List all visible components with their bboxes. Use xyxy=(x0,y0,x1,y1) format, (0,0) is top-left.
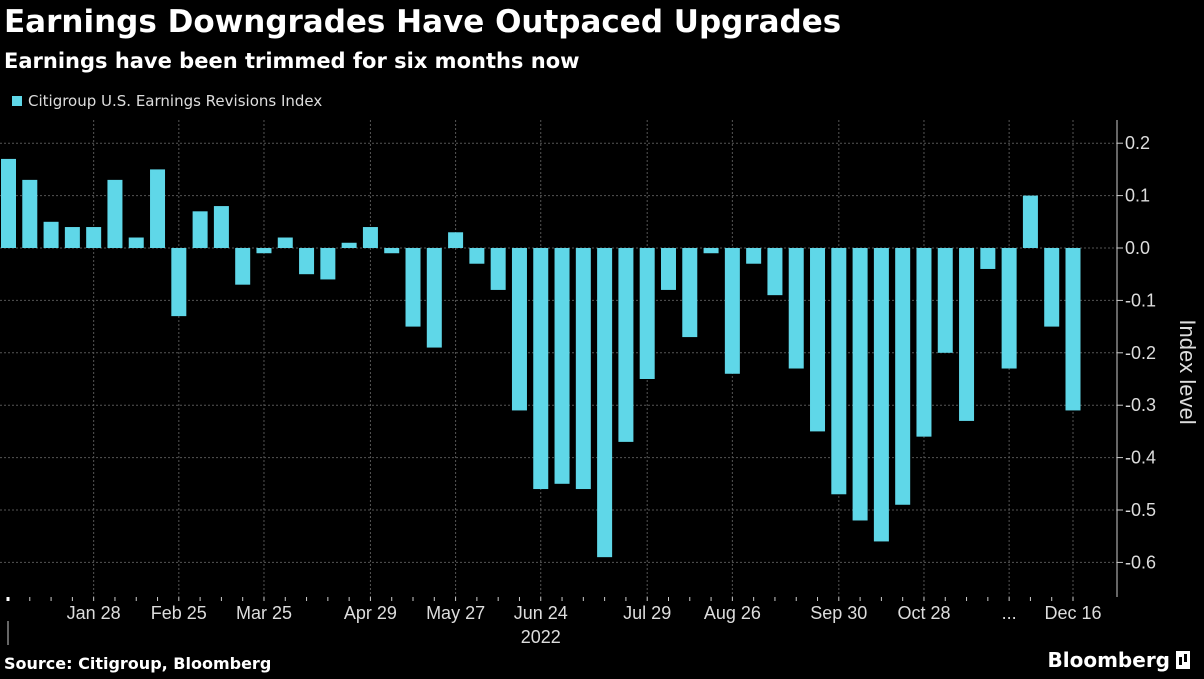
bar xyxy=(43,221,59,248)
bar xyxy=(213,206,229,248)
x-tick-label: Sep 30 xyxy=(810,603,867,623)
x-tick-label: May 27 xyxy=(426,603,485,623)
bar xyxy=(171,248,187,317)
year-label: 2022 xyxy=(521,627,561,647)
bar xyxy=(639,248,655,379)
bar xyxy=(980,248,996,269)
bar xyxy=(724,248,740,374)
bloomberg-terminal-icon xyxy=(1176,651,1190,669)
chart-title: Earnings Downgrades Have Outpaced Upgrad… xyxy=(4,4,842,40)
y-tick-label: 0.0 xyxy=(1125,238,1150,258)
bar xyxy=(128,237,144,248)
x-tick-label: Aug 26 xyxy=(704,603,761,623)
bar xyxy=(618,248,634,442)
bar xyxy=(22,179,38,248)
bar xyxy=(554,248,570,484)
x-tick-label: Apr 29 xyxy=(344,603,397,623)
bar xyxy=(235,248,251,285)
y-tick-label: -0.1 xyxy=(1125,290,1156,310)
bar xyxy=(895,248,911,505)
bar xyxy=(831,248,847,495)
y-tick-label: 0.2 xyxy=(1125,133,1150,153)
bar xyxy=(362,227,378,248)
bar xyxy=(384,248,400,254)
bar xyxy=(810,248,826,432)
bar xyxy=(192,211,208,248)
bar xyxy=(64,227,80,248)
legend-swatch xyxy=(12,96,22,106)
y-tick-label: 0.1 xyxy=(1125,186,1150,206)
y-tick-label: -0.6 xyxy=(1125,552,1156,572)
bar xyxy=(746,248,762,264)
bar xyxy=(448,232,464,248)
x-tick-label: ... xyxy=(1002,603,1017,623)
x-tick-label: Feb 25 xyxy=(151,603,207,623)
bar xyxy=(703,248,719,254)
bar xyxy=(1,158,16,248)
bar xyxy=(1001,248,1017,369)
brand-name: Bloomberg xyxy=(1047,648,1170,672)
bar xyxy=(86,227,102,248)
x-tick-label: Jul 29 xyxy=(623,603,671,623)
bar xyxy=(341,242,357,248)
bar xyxy=(299,248,315,275)
bar xyxy=(469,248,485,264)
x-tick-label: Jun 24 xyxy=(514,603,568,623)
bar xyxy=(660,248,676,290)
y-tick-label: -0.5 xyxy=(1125,500,1156,520)
brand-logo: Bloomberg xyxy=(1048,648,1190,672)
bar xyxy=(511,248,527,411)
y-axis-title: Index level xyxy=(1175,319,1200,424)
legend: Citigroup U.S. Earnings Revisions Index xyxy=(12,92,322,110)
bar xyxy=(256,248,272,254)
bar xyxy=(277,237,293,248)
bar xyxy=(937,248,953,353)
bar xyxy=(682,248,698,338)
x-tick-label: Mar 25 xyxy=(236,603,292,623)
y-tick-label: -0.2 xyxy=(1125,343,1156,363)
chart-subtitle: Earnings have been trimmed for six month… xyxy=(4,49,580,73)
bar xyxy=(575,248,591,490)
x-tick-label: Jan 28 xyxy=(67,603,121,623)
bar xyxy=(873,248,889,542)
bar xyxy=(1044,248,1060,327)
bar xyxy=(107,179,123,248)
x-tick-label: Dec 16 xyxy=(1044,603,1101,623)
bar xyxy=(959,248,975,421)
bar xyxy=(1065,248,1081,411)
y-tick-label: -0.4 xyxy=(1125,448,1156,468)
bar xyxy=(150,169,166,248)
bar xyxy=(320,248,336,280)
bar xyxy=(597,248,613,558)
legend-label: Citigroup U.S. Earnings Revisions Index xyxy=(28,92,323,110)
bar xyxy=(1022,195,1038,248)
bar xyxy=(788,248,804,369)
y-tick-label: -0.3 xyxy=(1125,395,1156,415)
bar xyxy=(405,248,421,327)
source-note: Source: Citigroup, Bloomberg xyxy=(4,654,272,673)
x-tick-label: Oct 28 xyxy=(897,603,950,623)
bar xyxy=(767,248,783,296)
bar xyxy=(533,248,549,490)
bar xyxy=(490,248,506,290)
bar xyxy=(852,248,868,521)
bar xyxy=(916,248,932,437)
bar xyxy=(426,248,442,348)
